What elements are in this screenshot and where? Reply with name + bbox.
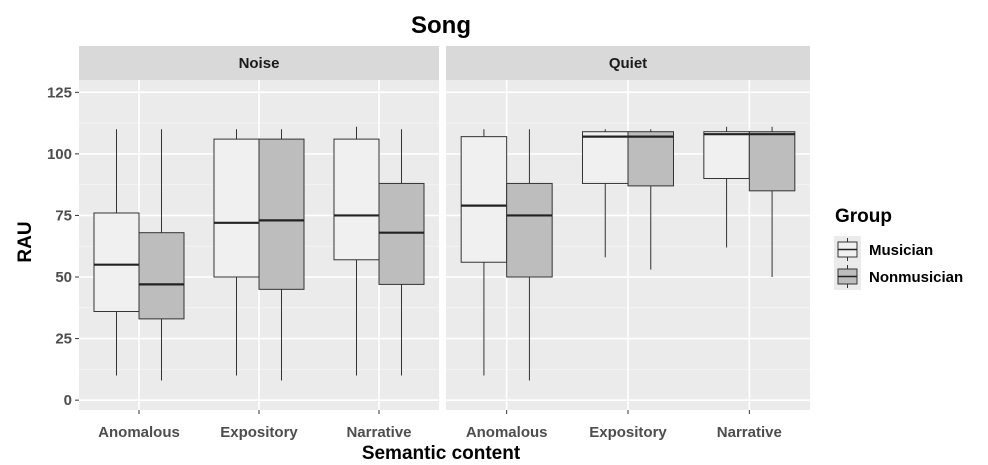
box-iqr <box>93 212 140 312</box>
y-tick-label: 0 <box>64 392 72 409</box>
panels: Noise Anomalous Expository Narrative Quiet An… <box>79 46 810 441</box>
x-tick-label: Narrative <box>717 424 782 441</box>
box-musician-anomalous <box>93 129 140 376</box>
box-iqr <box>258 138 305 290</box>
strip-label: Quiet <box>609 55 647 72</box>
box-nonmusician-anomalous <box>138 129 185 381</box>
box-iqr <box>138 232 185 320</box>
box-iqr <box>378 182 425 285</box>
x-tick-label: Expository <box>589 424 667 441</box>
box-iqr <box>703 131 750 180</box>
box-musician-narrative <box>333 126 380 376</box>
box-iqr <box>460 136 508 263</box>
y-axis-title: RAU <box>15 221 36 262</box>
y-tick-label: 125 <box>47 84 72 101</box>
chart-title: Song <box>411 12 471 39</box>
x-axis-title: Semantic content <box>362 443 521 464</box>
box-nonmusician-expository <box>627 129 674 270</box>
panel-quiet: Quiet Anomalous Expository Narrative <box>446 46 810 441</box>
panel-noise: Noise Anomalous Expository Narrative <box>79 46 439 441</box>
box-nonmusician-expository <box>258 129 305 381</box>
box-iqr <box>748 131 796 192</box>
y-axis: 0 25 50 75 100 125 <box>47 84 79 409</box>
x-tick-label: Anomalous <box>98 424 180 441</box>
box-musician-expository <box>213 129 260 376</box>
box-iqr <box>627 131 674 187</box>
x-tick-label: Narrative <box>346 424 411 441</box>
legend-key-musician: Musician <box>834 236 933 263</box>
box-iqr <box>213 138 260 278</box>
box-iqr <box>582 131 629 184</box>
box-musician-anomalous <box>460 129 508 376</box>
legend-label: Nonmusician <box>869 269 963 286</box>
strip-quiet <box>446 46 810 80</box>
box-nonmusician-narrative <box>378 129 425 376</box>
strip-noise <box>79 46 439 80</box>
legend: Group Musician Nonmusician <box>834 206 963 290</box>
legend-title: Group <box>835 206 892 227</box>
legend-key-nonmusician: Nonmusician <box>834 263 963 290</box>
box-iqr <box>333 138 380 261</box>
box-musician-narrative <box>703 126 750 248</box>
legend-label: Musician <box>869 242 933 259</box>
box-musician-expository <box>582 129 629 258</box>
y-tick-label: 75 <box>55 207 72 224</box>
x-tick-label: Expository <box>220 424 298 441</box>
y-tick-label: 100 <box>47 146 72 163</box>
strip-label: Noise <box>239 55 280 72</box>
x-tick-label: Anomalous <box>466 424 548 441</box>
box-nonmusician-narrative <box>748 126 796 278</box>
box-nonmusician-anomalous <box>506 129 553 381</box>
box-iqr <box>506 182 553 278</box>
y-tick-label: 50 <box>55 269 72 286</box>
y-tick-label: 25 <box>55 331 72 348</box>
